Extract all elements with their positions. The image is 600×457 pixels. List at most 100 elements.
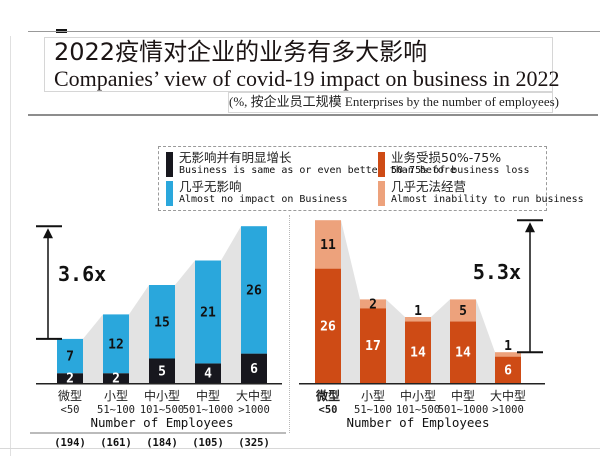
bar-value-label: 7 (66, 350, 74, 365)
sample-size-label: (184) (146, 437, 178, 449)
bar-value-label: 6 (250, 362, 258, 377)
category-range-label: 501~1000 (183, 404, 234, 416)
header-rule (28, 114, 598, 116)
bar-segment-top (57, 338, 83, 374)
bar-connector (221, 226, 241, 383)
title-box: 2022疫情对企业的业务有多大影响 Companies’ view of cov… (44, 37, 560, 92)
bar-segment-bottom (450, 321, 476, 383)
charts-divider (289, 215, 290, 433)
legend-label-en: 50-75% of business loss (391, 165, 530, 176)
bar-value-label: 1 (414, 304, 422, 319)
page-title-zh: 2022疫情对企业的业务有多大影响 (54, 38, 428, 66)
bar-segment-bottom (57, 373, 83, 383)
category-label: 中型 (196, 388, 220, 403)
bar-segment-bottom (103, 373, 129, 383)
top-rule (28, 31, 600, 32)
category-label: 小型 (361, 389, 385, 403)
bar-segment-top (360, 299, 386, 309)
category-range-label: 51~100 (354, 404, 392, 416)
legend-item-no-impact-growth: 无影响并有明显增长 Business is same as or even be… (166, 151, 456, 178)
legend-label-en: Almost inability to run business (391, 193, 584, 205)
sample-size-label: (325) (238, 437, 270, 449)
bar-value-label: 11 (320, 238, 336, 253)
category-label: 中型 (451, 388, 475, 403)
bar-value-label: 5 (158, 364, 166, 379)
bar-value-label: 26 (246, 283, 262, 298)
bar-value-label: 26 (320, 319, 336, 334)
legend-swatch-dark-orange (378, 152, 385, 177)
left-edge-rule (10, 36, 11, 456)
bar-connector (476, 299, 495, 383)
category-range-label: <50 (319, 404, 338, 416)
x-axis-title: Number of Employees (91, 415, 234, 430)
bar-segment-bottom (315, 268, 341, 383)
bar-connector (386, 299, 405, 383)
bar-connector (83, 314, 103, 383)
category-label: 小型 (104, 389, 128, 403)
bar-value-label: 12 (108, 337, 124, 352)
legend-item-business-loss: 业务受损50%-75% 50-75% of business loss (378, 151, 584, 178)
page-title-en: Companies’ view of covid-19 impact on bu… (54, 66, 560, 91)
bar-segment-bottom (495, 356, 521, 383)
bar-value-label: 4 (204, 367, 212, 382)
bar-segment-bottom (360, 308, 386, 383)
bar-value-label: 2 (112, 372, 120, 387)
bar-connector (341, 220, 360, 383)
legend: 无影响并有明显增长 Business is same as or even be… (158, 146, 584, 211)
legend-label-zh: 业务受损50%-75% (391, 150, 502, 165)
bar-segment-top (103, 314, 129, 374)
category-range-label: 51~100 (97, 404, 135, 416)
legend-item-almost-no-impact: 几乎无影响 Almost no impact on Business (166, 178, 378, 207)
bottom-rule (0, 448, 600, 449)
ratio-label: 5.3x (473, 260, 521, 284)
legend-label-zh: 几乎无影响 (179, 178, 242, 194)
x-axis-title: Number of Employees (347, 415, 490, 430)
category-label: 微型 (58, 389, 82, 403)
legend-label-zh: 无影响并有明显增长 (179, 150, 292, 165)
legend-label-en: Almost no impact on Business (179, 193, 348, 205)
bar-value-label: 21 (200, 305, 216, 320)
sample-size-label: (161) (100, 437, 132, 449)
bar-segment-top (195, 260, 221, 364)
category-range-label: >1000 (238, 404, 270, 416)
ratio-arrow-head (43, 228, 53, 239)
sample-size-label: (105) (192, 437, 224, 449)
bar-value-label: 14 (455, 346, 471, 361)
legend-label-zh: 几乎无法经营 (391, 178, 467, 194)
category-range-label: >1000 (492, 404, 524, 416)
ratio-arrow-head (525, 222, 535, 233)
bar-segment-top (405, 317, 431, 322)
legend-swatch-black (166, 152, 173, 177)
category-label: 大中型 (490, 388, 526, 403)
legend-swatch-light-orange (378, 180, 385, 206)
legend-swatch-blue (166, 180, 173, 206)
category-range-label: <50 (61, 404, 80, 416)
legend-item-almost-unable-to-run: 几乎无法经营 Almost inability to run business (378, 178, 584, 207)
bar-value-label: 14 (410, 346, 426, 361)
page-subtitle: (%, 按企业员工规模 Enterprises by the number of… (228, 92, 559, 113)
ratio-label: 3.6x (58, 262, 106, 286)
bar-segment-bottom (149, 358, 175, 383)
category-label: 微型 (315, 388, 340, 403)
bar-segment-top (495, 352, 521, 357)
bar-segment-top (241, 226, 267, 354)
bar-connector (431, 299, 450, 383)
category-range-label: 101~500 (140, 404, 184, 416)
bar-value-label: 15 (154, 315, 170, 330)
bar-segment-top (315, 220, 341, 269)
category-range-label: 501~1000 (438, 404, 489, 416)
bar-segment-top (450, 299, 476, 322)
category-label: 大中型 (236, 388, 272, 403)
sample-size-label: (194) (54, 437, 86, 449)
bar-value-label: 1 (504, 339, 512, 354)
bar-value-label: 2 (369, 297, 377, 312)
bar-connector (175, 260, 195, 383)
bar-value-label: 2 (66, 372, 74, 387)
bar-segment-bottom (405, 321, 431, 383)
category-range-label: 101~500 (396, 404, 440, 416)
category-label: 中小型 (400, 388, 436, 403)
bar-value-label: 6 (504, 363, 512, 378)
